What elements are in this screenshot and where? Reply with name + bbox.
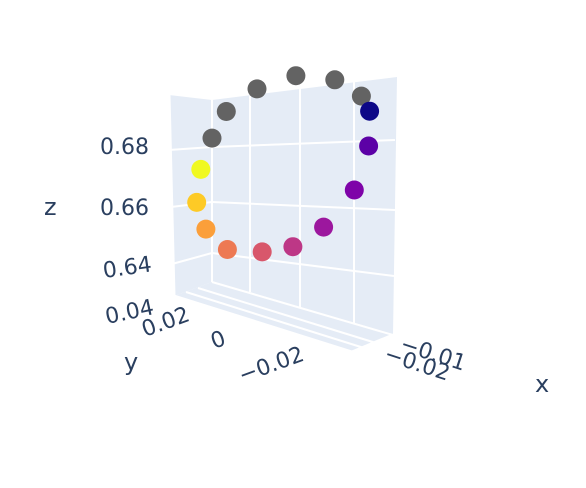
y-tick-label: −0.02 <box>236 342 308 389</box>
scatter-point[interactable] <box>351 86 371 106</box>
scatter-point[interactable] <box>314 217 334 237</box>
scatter-point[interactable] <box>196 219 216 239</box>
y-axis-title: y <box>124 348 138 376</box>
scatter-point[interactable] <box>286 66 306 86</box>
z-tick-label: 0.66 <box>100 196 149 221</box>
scatter-point[interactable] <box>359 136 379 156</box>
markers <box>187 66 380 262</box>
scatter-point[interactable] <box>344 180 364 200</box>
y-tick-label: 0 <box>208 326 230 354</box>
scatter-point[interactable] <box>252 242 272 262</box>
scatter-point[interactable] <box>325 70 345 90</box>
z-tick-label: 0.68 <box>100 135 149 160</box>
z-tick-label: 0.64 <box>101 252 153 284</box>
x-axis-title: x <box>535 370 549 398</box>
scatter-point[interactable] <box>247 79 267 99</box>
scatter-point[interactable] <box>283 237 303 257</box>
scatter-point[interactable] <box>360 101 380 121</box>
scatter-point[interactable] <box>191 159 211 179</box>
axis-lines <box>167 94 394 354</box>
floor-plane <box>174 282 393 352</box>
scatter-point[interactable] <box>216 102 236 121</box>
scatter-point[interactable] <box>217 240 237 259</box>
scatter-point[interactable] <box>202 128 222 148</box>
scatter-point[interactable] <box>187 192 207 212</box>
z-axis-title: z <box>44 193 57 221</box>
